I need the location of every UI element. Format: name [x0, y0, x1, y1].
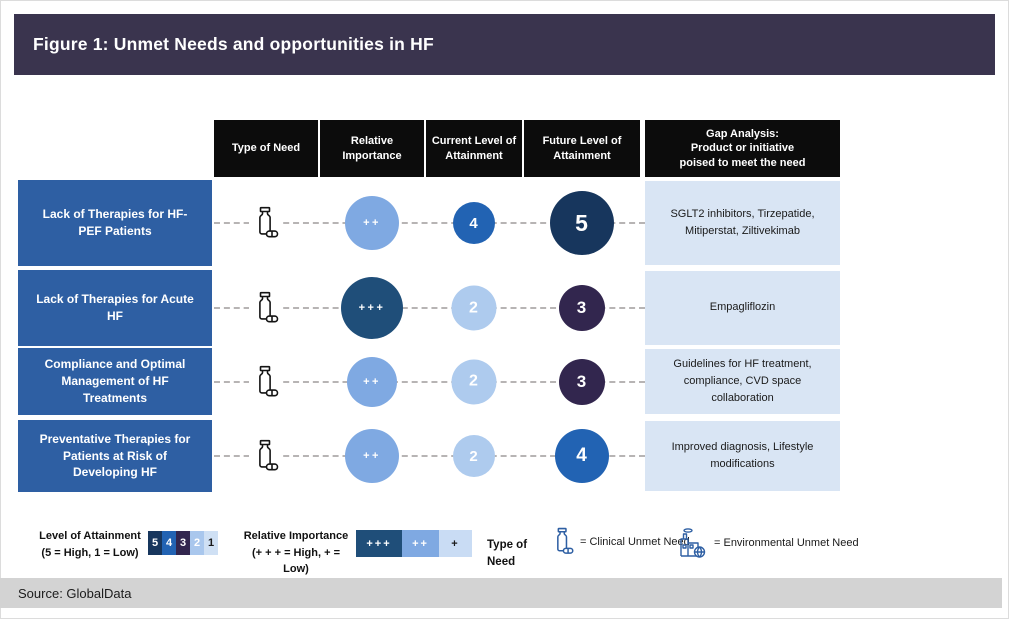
need-label: Preventative Therapies for Patients at R…	[18, 420, 212, 492]
row-connector-line	[214, 455, 645, 457]
legend-swatch: 5	[148, 531, 162, 555]
clinical-need-icon	[249, 438, 283, 474]
future-attainment-bubble: 3	[559, 285, 605, 331]
relative-importance-bubble: +++	[341, 277, 403, 339]
current-attainment-bubble: 4	[453, 202, 495, 244]
column-header-relative-importance: Relative Importance	[320, 120, 424, 177]
column-header-current-attainment: Current Level of Attainment	[426, 120, 522, 177]
legend-importance-label: Relative Importance (+ + + = High, + = L…	[243, 530, 349, 575]
table-row: Lack of Therapies for Acute HF +++ 2 3 E…	[18, 270, 840, 346]
current-attainment-bubble: 2	[451, 285, 497, 331]
environmental-need-icon	[678, 527, 708, 558]
table-row: Lack of Therapies for HF-PEF Patients ++…	[18, 180, 840, 266]
gap-analysis-cell: Guidelines for HF treatment, compliance,…	[645, 349, 840, 414]
legend-clinical-item: = Clinical Unmet Need	[552, 527, 690, 556]
current-attainment-bubble: 2	[451, 359, 497, 404]
future-attainment-bubble: 3	[559, 358, 605, 405]
legend-clinical-text: = Clinical Unmet Need	[580, 535, 690, 548]
clinical-need-icon	[249, 205, 283, 241]
legend-swatch: 3	[176, 531, 190, 555]
need-label: Compliance and Optimal Management of HF …	[18, 348, 212, 415]
clinical-need-icon	[552, 527, 574, 556]
clinical-need-icon	[249, 290, 283, 326]
source-text: Source: GlobalData	[18, 585, 132, 601]
legend-need-type-label: Type of Need	[487, 539, 528, 569]
column-header-future-attainment: Future Level of Attainment	[524, 120, 640, 177]
relative-importance-bubble: ++	[347, 356, 397, 407]
source-bar: Source: GlobalData	[0, 578, 1002, 608]
gap-analysis-cell: Empagliflozin	[645, 271, 840, 345]
legend-attainment-label: Level of Attainment (5 = High, 1 = Low)	[39, 530, 141, 559]
current-attainment-bubble: 2	[453, 435, 495, 477]
column-header-type-of-need: Type of Need	[214, 120, 318, 177]
figure-title-bar: Figure 1: Unmet Needs and opportunities …	[14, 14, 995, 75]
legend-swatch: 2	[190, 531, 204, 555]
gap-analysis-cell: Improved diagnosis, Lifestyle modificati…	[645, 421, 840, 491]
table-row: Preventative Therapies for Patients at R…	[18, 420, 840, 492]
legend-swatch: +++	[356, 530, 402, 557]
relative-importance-bubble: ++	[345, 429, 399, 483]
legend-attainment-swatches: 5 4 3 2 1	[148, 531, 218, 555]
legend-environmental-text: = Environmental Unmet Need	[714, 536, 859, 549]
legend-environmental-item: = Environmental Unmet Need	[678, 527, 859, 558]
legend-swatch: +	[439, 530, 472, 557]
legend-importance-swatches: +++ ++ +	[356, 530, 472, 557]
legend-swatch: 1	[204, 531, 218, 555]
legend-swatch: 4	[162, 531, 176, 555]
future-attainment-bubble: 5	[550, 191, 614, 255]
figure-title: Figure 1: Unmet Needs and opportunities …	[33, 34, 434, 54]
table-row: Compliance and Optimal Management of HF …	[18, 348, 840, 415]
row-connector-line	[214, 380, 645, 383]
legend-swatch: ++	[402, 530, 439, 557]
gap-analysis-cell: SGLT2 inhibitors, Tirzepatide, Mitiperst…	[645, 181, 840, 265]
row-connector-line	[214, 222, 645, 224]
clinical-need-icon	[249, 364, 283, 399]
unmet-needs-matrix: Type of Need Relative Importance Current…	[18, 120, 840, 495]
relative-importance-bubble: ++	[345, 196, 399, 250]
need-label: Lack of Therapies for Acute HF	[18, 270, 212, 346]
need-label: Lack of Therapies for HF-PEF Patients	[18, 180, 212, 266]
future-attainment-bubble: 4	[555, 429, 609, 483]
row-connector-line	[214, 307, 645, 309]
column-header-gap-analysis: Gap Analysis: Product or initiative pois…	[645, 120, 840, 177]
